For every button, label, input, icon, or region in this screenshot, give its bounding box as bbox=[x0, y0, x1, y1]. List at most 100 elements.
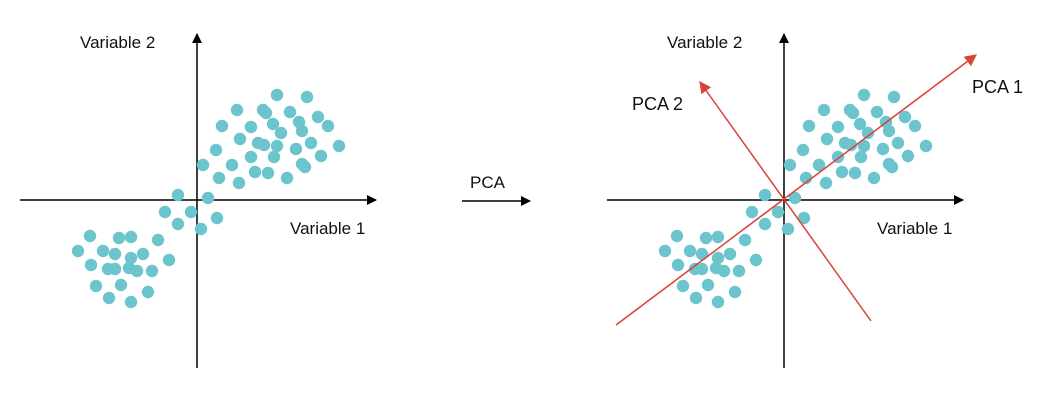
right-data-point bbox=[749, 253, 763, 267]
left-data-point bbox=[112, 231, 126, 245]
left-data-point bbox=[332, 139, 346, 153]
left-data-point bbox=[108, 247, 122, 261]
right-data-point bbox=[885, 160, 899, 174]
right-data-point bbox=[711, 251, 725, 265]
left-data-point bbox=[289, 142, 303, 156]
right-data-point bbox=[745, 205, 759, 219]
left-data-point bbox=[300, 90, 314, 104]
left-x-axis-label: Variable 1 bbox=[290, 219, 365, 238]
pca-transition-label: PCA bbox=[470, 173, 506, 192]
left-data-point bbox=[124, 251, 138, 265]
right-data-point bbox=[701, 278, 715, 292]
right-data-point bbox=[857, 88, 871, 102]
right-data-point bbox=[699, 231, 713, 245]
right-data-point bbox=[848, 166, 862, 180]
left-data-point bbox=[270, 88, 284, 102]
left-data-point bbox=[209, 143, 223, 157]
left-data-point bbox=[210, 211, 224, 225]
left-data-point bbox=[71, 244, 85, 258]
pca1-axis bbox=[615, 54, 977, 326]
left-data-point bbox=[304, 136, 318, 150]
left-data-point bbox=[89, 279, 103, 293]
left-data-point bbox=[215, 119, 229, 133]
right-data-point bbox=[857, 139, 871, 153]
left-data-point bbox=[96, 244, 110, 258]
left-data-point bbox=[283, 105, 297, 119]
left-data-point bbox=[266, 117, 280, 131]
left-data-point bbox=[311, 110, 325, 124]
left-data-point bbox=[261, 166, 275, 180]
right-data-point bbox=[783, 158, 797, 172]
right-data-point bbox=[831, 120, 845, 134]
right-data-point bbox=[771, 205, 785, 219]
right-data-point bbox=[861, 126, 875, 140]
left-data-point bbox=[232, 176, 246, 190]
right-data-point bbox=[854, 150, 868, 164]
left-data-point bbox=[274, 126, 288, 140]
left-data-point bbox=[280, 171, 294, 185]
left-scatter-points bbox=[71, 88, 346, 309]
right-data-point bbox=[887, 90, 901, 104]
right-data-point bbox=[908, 119, 922, 133]
right-data-point bbox=[898, 110, 912, 124]
right-data-point bbox=[671, 258, 685, 272]
right-data-point bbox=[802, 119, 816, 133]
left-data-point bbox=[244, 150, 258, 164]
right-data-point bbox=[689, 291, 703, 305]
left-data-point bbox=[162, 253, 176, 267]
right-data-point bbox=[870, 105, 884, 119]
right-data-point bbox=[670, 229, 684, 243]
left-data-point bbox=[230, 103, 244, 117]
left-data-point bbox=[201, 191, 215, 205]
right-data-point bbox=[891, 136, 905, 150]
left-data-point bbox=[267, 150, 281, 164]
right-data-point bbox=[844, 138, 858, 152]
left-data-point bbox=[108, 262, 122, 276]
right-data-point bbox=[758, 217, 772, 231]
right-scatter-points bbox=[658, 88, 933, 309]
pca1-label: PCA 1 bbox=[972, 77, 1023, 97]
right-data-point bbox=[835, 165, 849, 179]
right-data-point bbox=[781, 222, 795, 236]
left-data-point bbox=[141, 285, 155, 299]
left-data-point bbox=[194, 222, 208, 236]
pca2-label: PCA 2 bbox=[632, 94, 683, 114]
right-panel: Variable 1 Variable 2 PCA 1 PCA 2 bbox=[607, 33, 1023, 368]
left-data-point bbox=[136, 247, 150, 261]
right-data-point bbox=[846, 106, 860, 120]
left-data-point bbox=[259, 106, 273, 120]
right-data-point bbox=[797, 211, 811, 225]
right-data-point bbox=[695, 247, 709, 261]
right-data-point bbox=[876, 142, 890, 156]
left-data-point bbox=[84, 258, 98, 272]
right-data-point bbox=[796, 143, 810, 157]
right-data-point bbox=[788, 191, 802, 205]
right-data-point bbox=[695, 262, 709, 276]
right-data-point bbox=[901, 149, 915, 163]
left-data-point bbox=[158, 205, 172, 219]
right-data-point bbox=[711, 230, 725, 244]
left-data-point bbox=[270, 139, 284, 153]
right-data-point bbox=[658, 244, 672, 258]
left-panel: Variable 1 Variable 2 bbox=[20, 33, 377, 368]
right-data-point bbox=[817, 103, 831, 117]
right-data-point bbox=[882, 124, 896, 138]
right-data-point bbox=[723, 247, 737, 261]
right-data-point bbox=[812, 158, 826, 172]
left-data-point bbox=[124, 295, 138, 309]
right-data-point bbox=[853, 117, 867, 131]
left-data-point bbox=[130, 264, 144, 278]
left-data-point bbox=[171, 217, 185, 231]
left-y-axis-label: Variable 2 bbox=[80, 33, 155, 52]
left-data-point bbox=[248, 165, 262, 179]
left-data-point bbox=[257, 138, 271, 152]
left-data-point bbox=[151, 233, 165, 247]
right-data-point bbox=[732, 264, 746, 278]
right-data-point bbox=[919, 139, 933, 153]
left-data-point bbox=[314, 149, 328, 163]
right-x-axis-label: Variable 1 bbox=[877, 219, 952, 238]
left-data-point bbox=[233, 132, 247, 146]
left-data-point bbox=[321, 119, 335, 133]
left-data-point bbox=[212, 171, 226, 185]
